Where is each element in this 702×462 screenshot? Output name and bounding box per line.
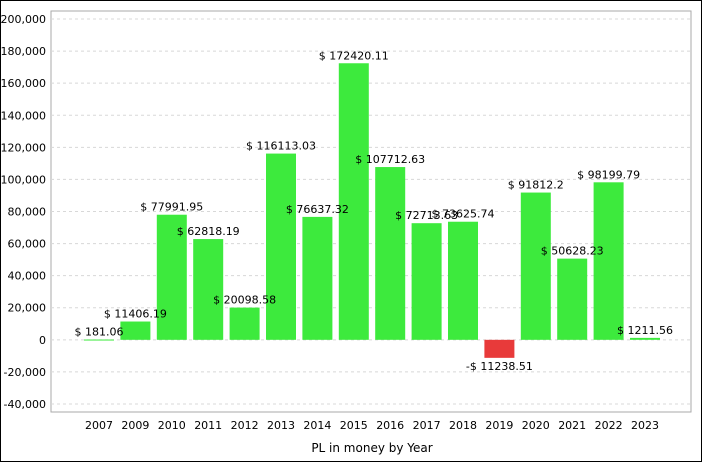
data-label-2020: $ 91812.2 — [508, 179, 564, 192]
x-tick-label: 2016 — [376, 419, 404, 432]
bar-2022 — [593, 182, 624, 340]
bar-2007 — [84, 339, 114, 341]
y-tick-label: -20,000 — [4, 366, 46, 379]
x-tick-label: 2011 — [194, 419, 222, 432]
y-tick-label: 180,000 — [1, 45, 46, 58]
bar-2018 — [448, 221, 478, 340]
data-label-2021: $ 50628.23 — [541, 245, 604, 258]
bar-2015 — [338, 63, 369, 340]
bar-2011 — [193, 239, 224, 340]
bar-2013 — [266, 153, 296, 340]
data-label-2013: $ 116113.03 — [246, 140, 316, 153]
x-tick-label: 2017 — [413, 419, 441, 432]
x-tick-label: 2023 — [631, 419, 659, 432]
bar-2019 — [484, 339, 515, 358]
data-label-2007: $ 181.06 — [75, 326, 124, 339]
x-tick-label: 2013 — [267, 419, 295, 432]
data-label-2019: -$ 11238.51 — [466, 360, 533, 373]
y-tick-label: 60,000 — [8, 238, 47, 251]
x-tick-label: 2020 — [522, 419, 550, 432]
data-label-2010: $ 77991.95 — [140, 201, 203, 214]
data-label-2011: $ 62818.19 — [177, 225, 240, 238]
x-tick-label: 2010 — [158, 419, 186, 432]
bar-2020 — [520, 192, 551, 340]
x-axis-ticks: 2007 2009 2010 2011 2012 2013 2014 2015 2016 2017… — [85, 419, 659, 432]
gridlines — [51, 18, 691, 405]
x-tick-label: 2021 — [558, 419, 586, 432]
y-tick-label: 40,000 — [8, 270, 47, 283]
y-tick-label: 0 — [39, 334, 46, 347]
y-tick-label: 100,000 — [1, 173, 46, 186]
data-label-2012: $ 20098.58 — [213, 294, 276, 307]
bar-2012 — [229, 307, 260, 340]
data-label-2015: $ 172420.11 — [319, 49, 389, 62]
bar-2017 — [411, 223, 442, 340]
data-label-2022: $ 98199.79 — [577, 168, 640, 181]
bar-2009 — [120, 321, 151, 340]
y-tick-label: 200,000 — [1, 13, 46, 26]
data-label-2023: $ 1211.56 — [617, 324, 673, 337]
bar-2014 — [302, 216, 333, 340]
x-axis-title: PL in money by Year — [311, 441, 432, 455]
y-tick-label: 160,000 — [1, 77, 46, 90]
bar-2010 — [156, 214, 187, 340]
bar-2023 — [630, 337, 660, 340]
data-label-2016: $ 107712.63 — [355, 153, 425, 166]
data-labels: $ 181.06 $ 11406.19 $ 77991.95 $ 62818.19 $ … — [75, 49, 673, 373]
y-tick-label: -40,000 — [4, 398, 46, 411]
data-label-2017: $ 72713.63 — [395, 209, 458, 222]
x-tick-label: 2018 — [449, 419, 477, 432]
x-tick-label: 2019 — [485, 419, 513, 432]
y-tick-label: 140,000 — [1, 109, 46, 122]
y-axis-ticks: -40,000 -20,000 0 20,000 40,000 60,000 80,000 1… — [1, 13, 46, 411]
y-tick-label: 120,000 — [1, 141, 46, 154]
data-label-2018: $ 73625.74 — [432, 208, 495, 221]
y-tick-label: 20,000 — [8, 302, 47, 315]
x-tick-label: 2014 — [303, 419, 331, 432]
x-tick-label: 2015 — [340, 419, 368, 432]
x-tick-label: 2007 — [85, 419, 113, 432]
bar-2021 — [557, 258, 588, 340]
x-tick-label: 2009 — [121, 419, 149, 432]
bar-2016 — [375, 167, 406, 340]
bars — [84, 63, 660, 358]
x-tick-label: 2022 — [595, 419, 623, 432]
x-tick-label: 2012 — [231, 419, 259, 432]
y-tick-label: 80,000 — [8, 206, 47, 219]
data-label-2009: $ 11406.19 — [104, 308, 167, 321]
data-label-2014: $ 76637.32 — [286, 203, 349, 216]
